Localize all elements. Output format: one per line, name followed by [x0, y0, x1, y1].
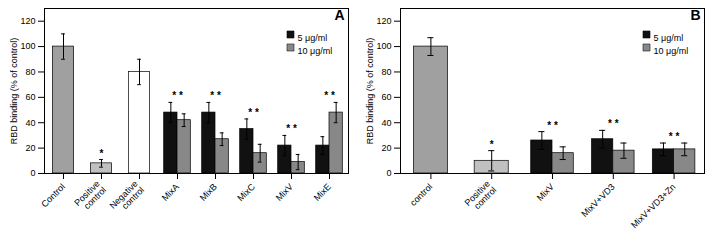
svg-text:80: 80 [381, 67, 391, 77]
svg-text:*: * [490, 139, 494, 150]
svg-text:B: B [690, 7, 700, 23]
svg-text:MixB: MixB [198, 182, 219, 203]
svg-text:0: 0 [30, 168, 35, 178]
svg-text:A: A [334, 7, 344, 23]
svg-text:80: 80 [25, 67, 35, 77]
svg-text:* *: * * [324, 90, 335, 101]
svg-text:MixC: MixC [235, 181, 257, 203]
svg-text:RBD binding (% of control): RBD binding (% of control) [365, 38, 375, 145]
svg-text:* *: * * [248, 107, 259, 118]
svg-text:0: 0 [386, 168, 391, 178]
svg-text:120: 120 [20, 16, 35, 26]
svg-text:RBD binding (% of control): RBD binding (% of control) [9, 38, 19, 145]
svg-text:100: 100 [376, 41, 391, 51]
svg-text:Positivecontrol: Positivecontrol [72, 179, 108, 215]
svg-text:5 μg/ml: 5 μg/ml [298, 33, 328, 43]
svg-text:Control: Control [39, 182, 67, 210]
svg-text:MixE: MixE [312, 182, 333, 203]
svg-text:10 μg/ml: 10 μg/ml [298, 46, 333, 56]
svg-text:100: 100 [20, 41, 35, 51]
svg-text:* *: * * [210, 90, 221, 101]
svg-text:Negativecontrol: Negativecontrol [108, 179, 147, 218]
svg-text:* *: * * [669, 131, 680, 142]
svg-text:40: 40 [25, 118, 35, 128]
svg-text:Positivecontrol: Positivecontrol [463, 179, 499, 215]
svg-text:MixV: MixV [535, 182, 556, 203]
svg-text:MixV: MixV [274, 182, 295, 203]
svg-text:* *: * * [547, 120, 558, 131]
svg-text:MixA: MixA [160, 182, 181, 203]
svg-text:5 μg/ml: 5 μg/ml [654, 33, 684, 43]
svg-text:MixV+VD3: MixV+VD3 [579, 182, 616, 219]
svg-text:40: 40 [381, 118, 391, 128]
svg-text:* *: * * [286, 123, 297, 134]
svg-text:MixV+VD3+Zn: MixV+VD3+Zn [629, 182, 677, 230]
svg-text:10 μg/ml: 10 μg/ml [654, 46, 689, 56]
svg-text:60: 60 [25, 92, 35, 102]
svg-text:*: * [100, 148, 104, 159]
svg-text:* *: * * [172, 90, 183, 101]
svg-text:20: 20 [381, 143, 391, 153]
svg-text:60: 60 [381, 92, 391, 102]
svg-text:20: 20 [25, 143, 35, 153]
svg-text:* *: * * [608, 118, 619, 129]
svg-text:120: 120 [376, 16, 391, 26]
svg-text:control: control [408, 182, 434, 208]
